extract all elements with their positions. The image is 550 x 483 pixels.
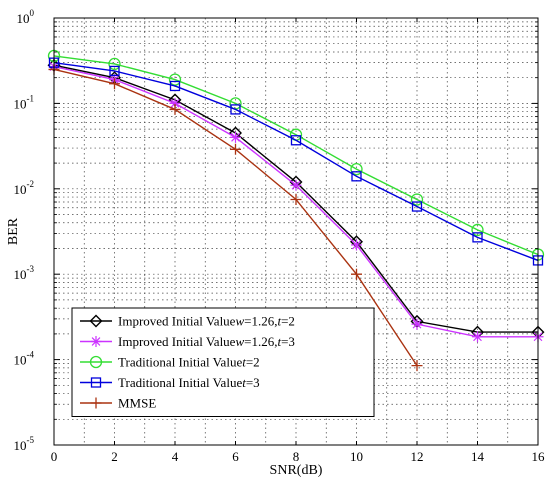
y-tick-base: 10 — [17, 11, 30, 26]
x-tick-label: 14 — [471, 449, 485, 464]
legend-item: MMSE — [80, 396, 156, 411]
legend-label: MMSE — [118, 396, 156, 411]
legend-swatch-marker — [89, 314, 103, 328]
y-tick-exponent: -4 — [27, 350, 35, 360]
legend-item: Traditional Initial Valuet=3 — [80, 375, 260, 390]
data-point — [472, 331, 483, 343]
data-point — [350, 162, 363, 176]
data-point — [411, 360, 423, 372]
legend-label-part: t — [277, 334, 281, 349]
legend-swatch-marker — [89, 355, 103, 369]
legend-label-part: Traditional Initial Value — [118, 375, 242, 390]
y-tick-label: 10-2 — [14, 179, 35, 197]
series-line — [53, 61, 539, 262]
y-tick-label: 10-5 — [14, 435, 35, 453]
legend-label-part: =1.26, — [244, 314, 277, 329]
data-point — [411, 318, 423, 330]
legend-swatch-marker — [90, 397, 102, 409]
series-line — [53, 55, 539, 256]
y-tick-exponent: -3 — [27, 264, 35, 274]
series-layer — [47, 49, 545, 372]
x-tick-label: 16 — [532, 449, 546, 464]
legend-label-part: =2 — [281, 314, 295, 329]
data-point — [169, 97, 181, 109]
data-point — [290, 179, 302, 191]
data-point — [168, 73, 182, 86]
y-axis-label: BER — [6, 217, 21, 245]
y-tick-exponent: -2 — [27, 179, 35, 189]
data-point — [411, 201, 423, 212]
legend-label-part: =3 — [246, 375, 260, 390]
legend-swatch-marker — [90, 336, 102, 347]
y-tick-exponent: 0 — [30, 8, 35, 18]
legend-label-part: MMSE — [118, 396, 156, 411]
x-tick-label: 10 — [350, 449, 363, 464]
y-tick-base: 10 — [14, 182, 27, 197]
x-tick-label: 12 — [411, 449, 424, 464]
x-axis-label: SNR(dB) — [270, 463, 323, 478]
legend-swatch-marker — [90, 377, 102, 388]
y-tick-label: 10-3 — [14, 264, 35, 282]
series-5 — [48, 63, 423, 372]
data-point — [169, 103, 181, 115]
legend-label-part: t — [242, 375, 246, 390]
y-tick-base: 10 — [14, 96, 27, 111]
legend-label-part: w — [235, 334, 244, 349]
legend-item: Traditional Initial Valuet=2 — [80, 355, 260, 370]
y-tick-label: 10-1 — [14, 93, 35, 111]
data-point — [351, 239, 362, 251]
data-point — [109, 65, 120, 77]
legend-label: Improved Initial Valuew=1.26,t=2 — [118, 314, 295, 329]
legend-label-part: =2 — [246, 355, 260, 370]
legend-label-part: w — [235, 314, 244, 329]
data-point — [351, 268, 362, 280]
y-tick-base: 10 — [14, 267, 27, 282]
legend-item: Improved Initial Valuew=1.26,t=3 — [80, 334, 295, 349]
legend-label-part: Traditional Initial Value — [118, 355, 242, 370]
y-tick-base: 10 — [14, 438, 27, 453]
data-point — [108, 57, 121, 71]
legend-label-part: t — [242, 355, 246, 370]
y-tick-base: 10 — [14, 353, 27, 368]
y-tick-label: 10-4 — [14, 350, 35, 368]
data-point — [230, 104, 241, 115]
x-tick-label: 6 — [232, 449, 239, 464]
y-tick-exponent: -5 — [27, 435, 35, 445]
legend-label-part: =3 — [281, 334, 295, 349]
legend-label-part: t — [277, 314, 281, 329]
data-point — [109, 78, 120, 90]
legend: Improved Initial Valuew=1.26,t=2Improved… — [71, 307, 375, 417]
x-tick-label: 4 — [172, 449, 179, 464]
x-tick-label: 2 — [111, 449, 118, 464]
legend-label: Traditional Initial Valuet=3 — [118, 375, 260, 390]
data-point — [169, 80, 181, 92]
data-point — [471, 223, 484, 237]
legend-label: Traditional Initial Valuet=2 — [118, 355, 260, 370]
data-point — [230, 131, 241, 143]
data-point — [472, 232, 483, 243]
legend-item: Improved Initial Valuew=1.26,t=2 — [80, 314, 295, 329]
data-point — [290, 135, 302, 146]
legend-label: Improved Initial Valuew=1.26,t=3 — [118, 334, 295, 349]
legend-label-part: Improved Initial Value — [118, 314, 236, 329]
y-tick-exponent: -1 — [27, 93, 35, 103]
y-tick-label: 100 — [17, 8, 35, 26]
data-point — [230, 143, 241, 155]
x-tick-label: 0 — [51, 449, 58, 464]
data-point — [290, 193, 302, 205]
data-point — [351, 171, 362, 182]
legend-label-part: Improved Initial Value — [118, 334, 236, 349]
data-point — [410, 193, 424, 206]
legend-label-part: =1.26, — [244, 334, 277, 349]
series-3 — [47, 49, 545, 261]
legend-box — [71, 307, 375, 417]
x-tick-label: 8 — [293, 449, 300, 464]
